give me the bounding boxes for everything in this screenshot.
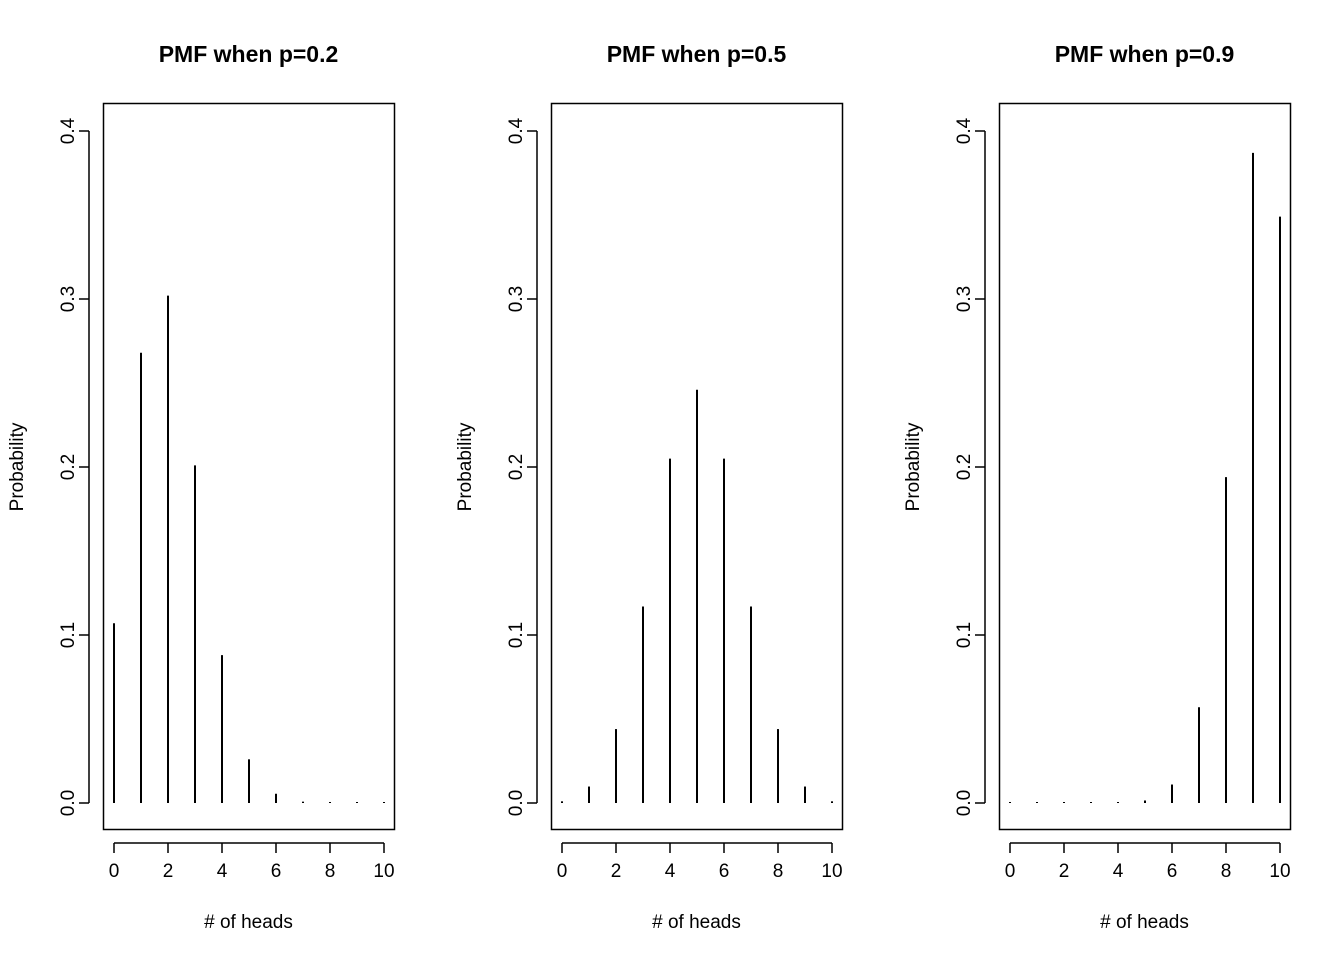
x-tick-label: 0 [557,861,568,882]
x-tick-label: 8 [325,861,336,882]
x-tick-label: 0 [109,861,120,882]
y-tick-label: 0.3 [506,286,527,312]
x-tick-label: 0 [1005,861,1016,882]
chart-panel-1: PMF when p=0.2 0 2 4 6 8 10 0.0 0.1 0.2 0.3 0.4 # of… [7,41,396,933]
chart-title: PMF when p=0.5 [607,41,787,67]
y-tick-label: 0.4 [58,117,79,144]
x-tick-label: 8 [1221,861,1232,882]
chart-panel-3: PMF when p=0.9 0 2 4 6 8 10 0.0 0.1 0.2 0.3 0.4 # of… [903,41,1292,933]
y-tick-label: 0.1 [506,622,527,648]
x-tick-label: 6 [1167,861,1178,882]
x-tick-label: 10 [1269,861,1290,882]
x-tick-label: 6 [271,861,282,882]
x-axis-label: # of heads [204,912,293,933]
x-tick-label: 2 [611,861,622,882]
y-tick-label: 0.0 [954,790,975,816]
x-tick-label: 6 [719,861,730,882]
y-tick-label: 0.1 [954,622,975,648]
y-tick-label: 0.3 [58,286,79,312]
plot-frame [102,102,396,831]
plot-frame [998,102,1292,831]
x-axis-label: # of heads [1100,912,1189,933]
y-tick-label: 0.4 [506,117,527,144]
y-tick-label: 0.4 [954,117,975,144]
x-tick-label: 10 [821,861,842,882]
y-tick-label: 0.1 [58,622,79,648]
x-tick-label: 2 [1059,861,1070,882]
y-axis-label: Probability [903,422,924,511]
y-axis-label: Probability [7,422,28,511]
plot-frame [550,102,844,831]
x-tick-label: 4 [665,861,676,882]
chart-title: PMF when p=0.2 [159,41,339,67]
y-tick-label: 0.2 [954,454,975,480]
chart-title: PMF when p=0.9 [1055,41,1235,67]
y-tick-label: 0.0 [58,790,79,816]
x-tick-label: 10 [373,861,394,882]
y-tick-label: 0.3 [954,286,975,312]
x-axis-label: # of heads [652,912,741,933]
y-axis-label: Probability [455,422,476,511]
y-tick-label: 0.0 [506,790,527,816]
x-tick-label: 4 [1113,861,1124,882]
x-tick-label: 2 [163,861,174,882]
x-tick-label: 8 [773,861,784,882]
chart-panel-2: PMF when p=0.5 0 2 4 6 8 10 0.0 0.1 0.2 0.3 0.4 # of… [455,41,844,933]
y-tick-label: 0.2 [58,454,79,480]
y-tick-label: 0.2 [506,454,527,480]
x-tick-label: 4 [217,861,228,882]
